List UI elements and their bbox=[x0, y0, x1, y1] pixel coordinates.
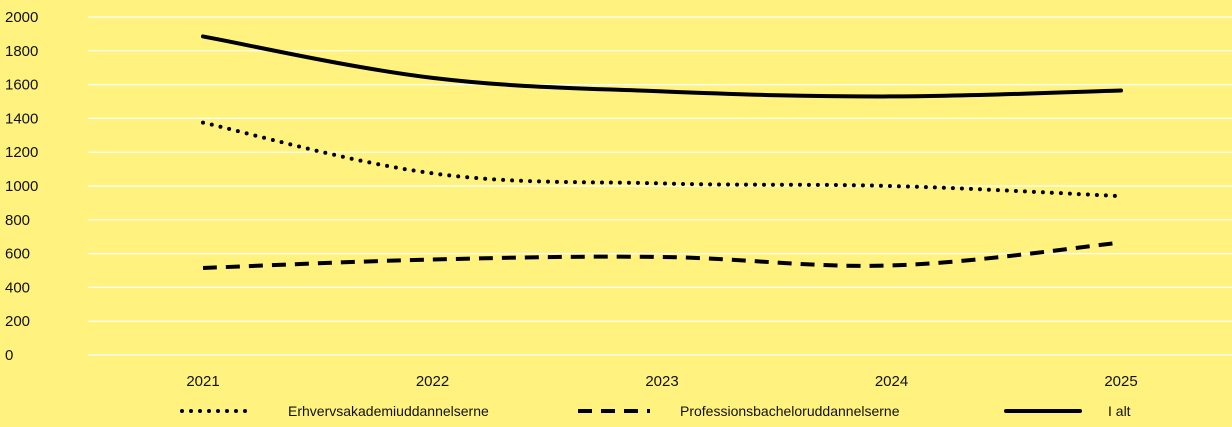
legend-label-i-alt: I alt bbox=[1108, 403, 1131, 419]
legend-label-erhvervsakademiuddannelserne: Erhvervsakademiuddannelserne bbox=[288, 403, 489, 419]
x-tick-label-2022: 2022 bbox=[416, 373, 449, 390]
series-line-erhvervsakademiuddannelserne bbox=[201, 120, 1123, 199]
y-tick-label-1600: 1600 bbox=[5, 77, 38, 94]
series-line-professionsbacheloruddannelserne bbox=[202, 240, 1122, 270]
x-tick-label-2021: 2021 bbox=[186, 373, 219, 390]
series-line-i-alt bbox=[201, 34, 1123, 99]
x-tick-label-2023: 2023 bbox=[645, 373, 678, 390]
legend: Erhvervsakademiuddannelserne Professionsb… bbox=[180, 403, 1131, 419]
y-tick-label-1200: 1200 bbox=[5, 144, 38, 161]
y-tick-label-0: 0 bbox=[5, 347, 13, 364]
gridlines bbox=[88, 16, 1232, 356]
series-lines bbox=[201, 34, 1123, 270]
legend-label-professionsbacheloruddannelserne: Professionsbacheloruddannelserne bbox=[680, 403, 900, 419]
y-tick-label-400: 400 bbox=[5, 279, 30, 296]
x-tick-label-2025: 2025 bbox=[1104, 373, 1137, 390]
y-axis-tick-labels: 0 200 400 600 800 1000 1200 1400 1600 1800 2000 bbox=[5, 9, 38, 364]
y-tick-label-200: 200 bbox=[5, 313, 30, 330]
x-tick-label-2024: 2024 bbox=[875, 373, 908, 390]
x-axis-tick-labels: 2021 2022 2023 2024 2025 bbox=[186, 373, 1137, 390]
y-tick-label-800: 800 bbox=[5, 212, 30, 229]
y-tick-label-1000: 1000 bbox=[5, 178, 38, 195]
y-tick-label-600: 600 bbox=[5, 246, 30, 263]
y-tick-label-1400: 1400 bbox=[5, 110, 38, 127]
y-tick-label-1800: 1800 bbox=[5, 43, 38, 60]
y-tick-label-2000: 2000 bbox=[5, 9, 38, 26]
